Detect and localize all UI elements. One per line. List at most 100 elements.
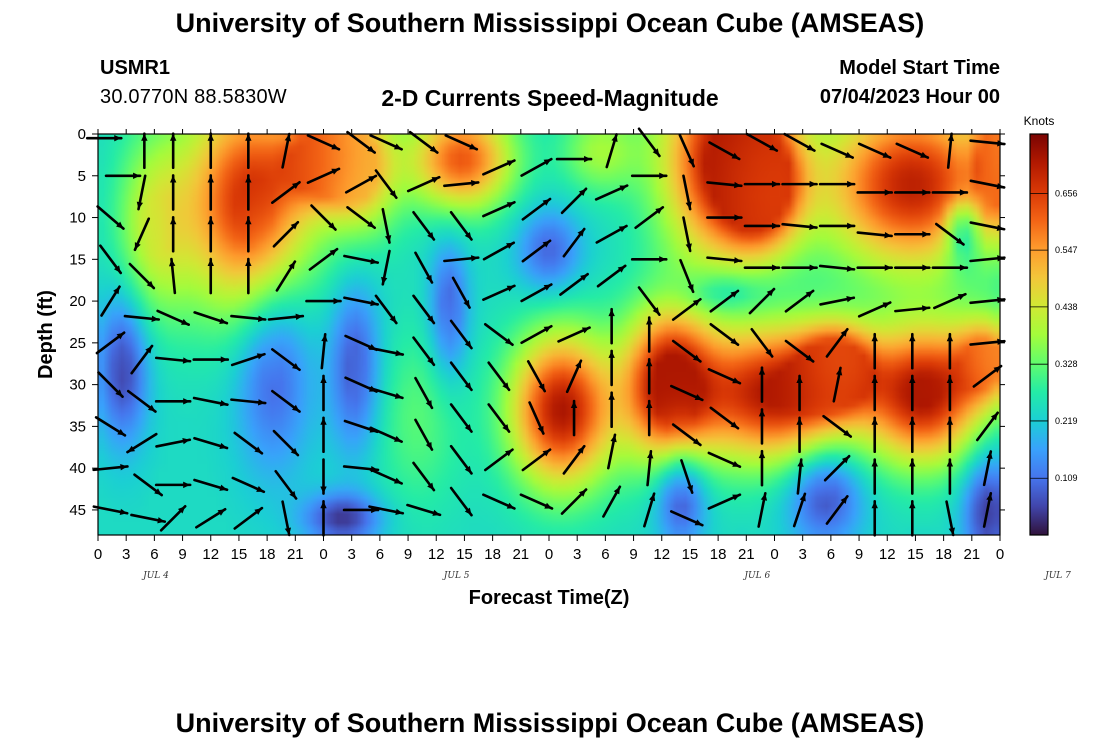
current-arrow bbox=[781, 222, 818, 231]
current-arrow bbox=[608, 349, 615, 387]
current-arrow bbox=[104, 172, 142, 179]
current-arrow bbox=[594, 184, 629, 201]
current-arrow bbox=[520, 283, 553, 303]
x-tick-label: 9 bbox=[629, 546, 637, 563]
current-arrow bbox=[320, 416, 327, 454]
current-arrow bbox=[100, 285, 121, 317]
current-arrow bbox=[155, 438, 192, 448]
current-arrow bbox=[245, 257, 252, 295]
colorbar-scale bbox=[1029, 133, 1049, 536]
current-arrow bbox=[562, 444, 586, 475]
current-arrow bbox=[945, 500, 955, 537]
current-arrow bbox=[271, 389, 301, 413]
current-arrow bbox=[646, 399, 653, 437]
current-arrow bbox=[750, 327, 774, 358]
current-arrow bbox=[159, 504, 187, 532]
current-arrow bbox=[570, 399, 578, 437]
x-tick-label: 21 bbox=[738, 546, 755, 563]
current-arrow bbox=[856, 264, 894, 271]
colorbar-tick-label: 0.656 bbox=[1055, 188, 1078, 198]
current-arrow bbox=[607, 433, 617, 470]
current-arrow bbox=[136, 174, 147, 211]
current-arrow bbox=[706, 256, 743, 264]
current-arrow bbox=[671, 423, 702, 447]
current-arrow bbox=[207, 215, 214, 253]
y-axis: 0 5 10 15 20 25 30 35 40 45 bbox=[69, 126, 1005, 519]
current-arrow bbox=[871, 458, 878, 495]
x-tick-label: 21 bbox=[512, 546, 529, 563]
x-tick-label: 6 bbox=[150, 546, 158, 563]
current-arrow bbox=[982, 450, 993, 487]
y-tick-label: 40 bbox=[69, 460, 86, 477]
current-arrow bbox=[230, 352, 266, 367]
current-arrow bbox=[528, 401, 545, 435]
current-arrow bbox=[796, 374, 803, 412]
current-arrow bbox=[707, 493, 742, 510]
current-arrow bbox=[482, 241, 516, 261]
current-arrow bbox=[894, 231, 931, 238]
current-arrow bbox=[451, 276, 471, 309]
x-tick-label: 3 bbox=[799, 546, 807, 563]
current-arrow bbox=[823, 454, 851, 482]
y-tick-label: 10 bbox=[69, 210, 86, 227]
current-arrow bbox=[521, 239, 552, 263]
current-arrow bbox=[482, 284, 516, 301]
colorbar-tick-label: 0.219 bbox=[1055, 416, 1078, 426]
current-arrow bbox=[414, 376, 434, 410]
current-arrow bbox=[192, 356, 230, 363]
current-arrow bbox=[743, 222, 781, 230]
day-label: JUL 4 bbox=[141, 571, 169, 581]
current-arrow bbox=[946, 132, 955, 169]
y-tick-label: 15 bbox=[69, 251, 86, 268]
current-arrow bbox=[320, 374, 327, 412]
current-arrow bbox=[449, 319, 473, 350]
current-arrow bbox=[381, 207, 392, 244]
x-axis-label: Forecast Time(Z) bbox=[469, 587, 630, 609]
colorbar-tick-label: 0.547 bbox=[1055, 245, 1078, 255]
x-tick-label: 9 bbox=[404, 546, 412, 563]
plot-area bbox=[85, 127, 1006, 537]
current-arrow bbox=[126, 389, 157, 413]
current-arrow bbox=[374, 294, 398, 325]
current-arrow bbox=[483, 448, 514, 472]
x-tick-label: 15 bbox=[682, 546, 699, 563]
current-arrow bbox=[133, 473, 164, 497]
current-arrow bbox=[233, 431, 264, 455]
x-tick-label: 12 bbox=[879, 546, 896, 563]
current-arrow bbox=[526, 360, 547, 393]
current-arrow bbox=[193, 478, 229, 492]
current-arrow bbox=[412, 461, 436, 492]
current-arrow bbox=[414, 418, 434, 451]
current-arrow bbox=[443, 179, 480, 188]
current-arrow bbox=[818, 222, 856, 230]
current-arrow bbox=[857, 301, 892, 318]
current-arrow bbox=[99, 244, 123, 275]
current-arrow bbox=[909, 499, 916, 537]
colorbar-ticks: 0.656 0.547 0.438 0.328 0.219 0.109 bbox=[1030, 188, 1078, 483]
current-arrow bbox=[646, 449, 654, 487]
current-arrow bbox=[796, 458, 804, 495]
x-tick-label: 0 bbox=[545, 546, 553, 563]
current-arrow bbox=[156, 309, 191, 326]
current-arrow bbox=[909, 332, 916, 370]
current-arrow bbox=[519, 493, 554, 510]
current-arrow bbox=[381, 249, 391, 286]
current-arrow bbox=[557, 326, 591, 343]
current-arrow bbox=[972, 364, 1003, 388]
colorbar-tick-label: 0.438 bbox=[1055, 302, 1078, 312]
current-arrow bbox=[909, 416, 916, 454]
y-tick-label: 20 bbox=[69, 293, 86, 310]
current-arrow bbox=[783, 132, 816, 152]
colorbar-unit: Knots bbox=[1024, 114, 1055, 128]
current-arrow bbox=[560, 488, 588, 515]
current-arrow bbox=[310, 204, 337, 231]
x-tick-label: 0 bbox=[319, 546, 327, 563]
x-tick-label: 12 bbox=[202, 546, 219, 563]
current-arrow bbox=[207, 132, 214, 170]
current-arrow bbox=[857, 142, 892, 159]
current-arrow bbox=[784, 339, 815, 363]
current-arrow bbox=[320, 499, 327, 537]
current-arrow bbox=[97, 371, 124, 398]
current-arrow bbox=[931, 264, 969, 271]
